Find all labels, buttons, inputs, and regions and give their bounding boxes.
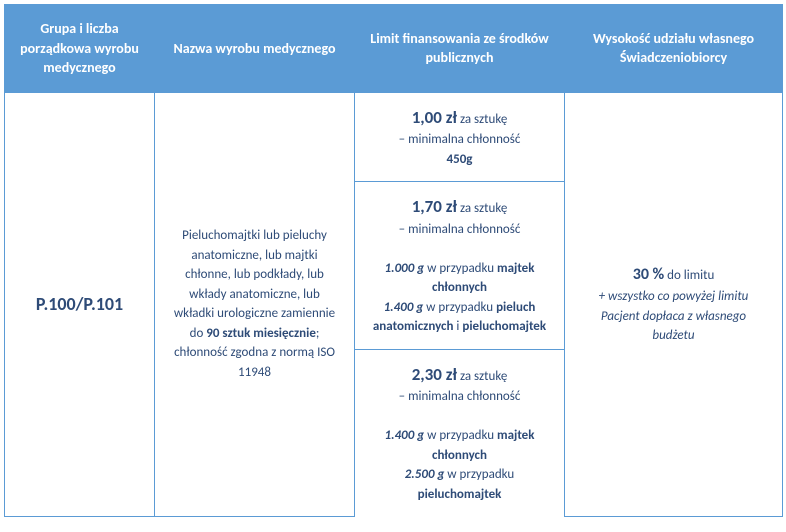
- t2-1: w przypadku: [424, 261, 497, 276]
- per-2: za sztukę: [457, 201, 507, 216]
- header-col4: Wysokość udziału własnego Świadczeniobio…: [565, 5, 783, 93]
- share-note: + wszystko co powyżej limitu Pacjent dop…: [599, 289, 749, 343]
- desc-pre: Pieluchomajtki lub pieluchy anatomiczne,…: [174, 228, 335, 341]
- share-pct: 30 %: [633, 265, 665, 284]
- min-label-2: – minimalna chłonność: [399, 222, 521, 237]
- product-description: Pieluchomajtki lub pieluchy anatomiczne,…: [155, 92, 355, 516]
- p3-2: pieluchomajtek: [418, 487, 502, 502]
- per-1: za sztukę: [457, 112, 507, 127]
- limit-column: 1,00 zł za sztukę – minimalna chłonność …: [355, 92, 565, 516]
- t2-2: w przypadku: [423, 300, 496, 315]
- data-row: P.100/P.101 Pieluchomajtki lub pieluchy …: [5, 92, 783, 516]
- header-col3: Limit finansowania ze środków publicznyc…: [355, 5, 565, 93]
- pricing-table: Grupa i liczba porządkowa wyrobu medyczn…: [4, 4, 783, 517]
- limit-block-3: 2,30 zł za sztukę – minimalna chłonność …: [355, 350, 564, 517]
- price-1: 1,00 zł: [412, 107, 457, 128]
- price-2: 1,70 zł: [412, 196, 457, 217]
- product-code: P.100/P.101: [5, 92, 155, 516]
- g3-1: 1.400 g: [385, 428, 425, 443]
- header-col1: Grupa i liczba porządkowa wyrobu medyczn…: [5, 5, 155, 93]
- min-label-1: – minimalna chłonność: [399, 132, 521, 147]
- share-cell: 30 % do limitu + wszystko co powyżej lim…: [565, 92, 783, 516]
- t3-1: w przypadku: [424, 428, 497, 443]
- grams-1: 450g: [447, 152, 473, 167]
- header-col2: Nazwa wyrobu medycznego: [155, 5, 355, 93]
- share-txt1: do limitu: [664, 268, 714, 283]
- per-3: za sztukę: [457, 369, 507, 384]
- g2-1: 1.000 g: [385, 261, 425, 276]
- header-row: Grupa i liczba porządkowa wyrobu medyczn…: [5, 5, 783, 93]
- g3-2: 2.500 g: [405, 467, 445, 482]
- p2-3: pieluchomajtek: [462, 319, 546, 334]
- g2-2: 1.400 g: [384, 300, 424, 315]
- desc-qty: 90 sztuk miesięcznie: [206, 326, 316, 341]
- t3-2: w przypadku: [444, 467, 514, 482]
- min-label-3: – minimalna chłonność: [399, 389, 521, 404]
- limit-block-2: 1,70 zł za sztukę – minimalna chłonność …: [355, 182, 564, 350]
- price-3: 2,30 zł: [412, 364, 457, 385]
- limit-block-1: 1,00 zł za sztukę – minimalna chłonność …: [355, 93, 564, 183]
